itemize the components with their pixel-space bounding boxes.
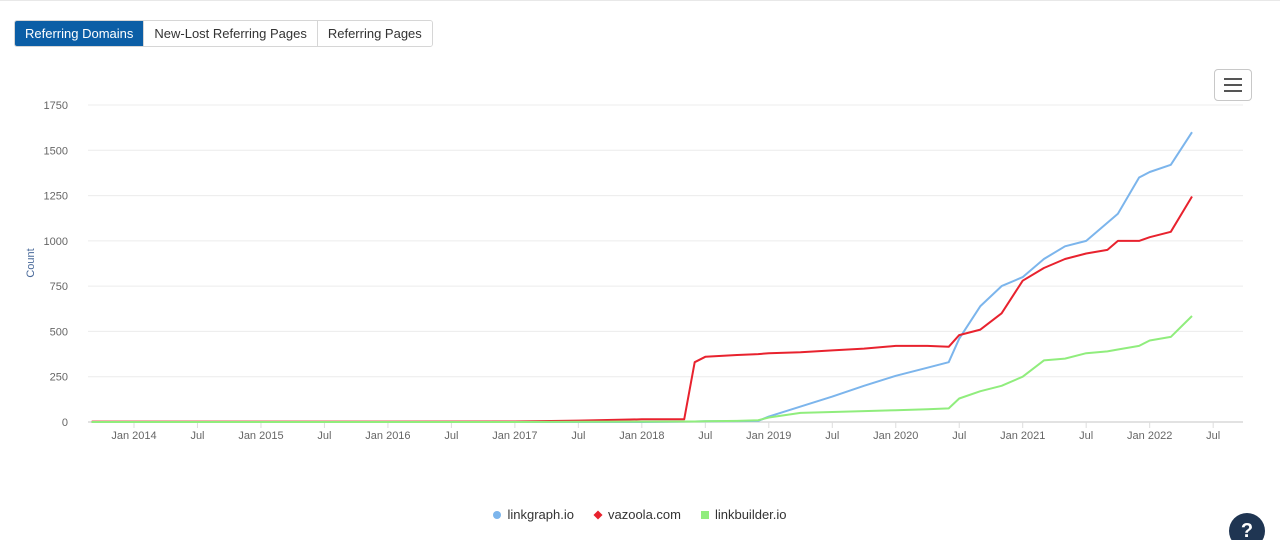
hamburger-menu-icon-bar — [1224, 90, 1242, 92]
y-tick-label: 250 — [50, 372, 68, 384]
y-axis-title: Count — [25, 248, 37, 277]
y-tick-label: 0 — [62, 417, 68, 429]
x-tick-label: Jul — [317, 430, 331, 442]
x-tick-label: Jan 2016 — [365, 430, 410, 442]
tab-new-lost-referring-pages[interactable]: New-Lost Referring Pages — [143, 21, 317, 46]
legend-item-linkgraph-io[interactable]: linkgraph.io — [493, 507, 574, 522]
x-tick-label: Jul — [190, 430, 204, 442]
tab-referring-pages[interactable]: Referring Pages — [316, 21, 432, 46]
x-tick-label: Jul — [1206, 430, 1220, 442]
top-divider — [0, 0, 1280, 1]
help-button[interactable]: ? — [1229, 513, 1265, 540]
legend-label: linkbuilder.io — [714, 507, 787, 522]
y-tick-label: 1250 — [44, 191, 68, 203]
square-marker-icon — [700, 510, 709, 519]
chart-legend: linkgraph.io vazoola.com linkbuilder.io — [0, 507, 1280, 522]
y-tick-label: 1000 — [44, 236, 68, 248]
y-axis: 0 250 500 750 1000 1250 1500 1750 — [44, 100, 68, 429]
x-tick-label: Jul — [571, 430, 585, 442]
legend-item-vazoola-com[interactable]: vazoola.com — [593, 507, 681, 522]
series-line-linkbuilder-io[interactable] — [91, 315, 1193, 423]
x-tick-label: Jan 2022 — [1127, 430, 1172, 442]
y-tick-label: 500 — [50, 326, 68, 338]
x-tick-label: Jan 2017 — [492, 430, 537, 442]
x-tick-label: Jan 2014 — [111, 430, 156, 442]
diamond-marker-icon — [593, 509, 603, 520]
chart-series — [91, 131, 1193, 423]
tab-referring-domains[interactable]: Referring Domains — [15, 21, 144, 46]
x-tick-label: Jan 2018 — [619, 430, 664, 442]
x-tick-label: Jul — [1079, 430, 1093, 442]
x-tick-label: Jan 2019 — [746, 430, 791, 442]
series-line-vazoola-com[interactable] — [91, 195, 1193, 423]
x-axis: Jan 2014 Jul Jan 2015 Jul Jan 2016 Jul Jan 201… — [111, 422, 1220, 442]
x-tick-label: Jan 2015 — [238, 430, 283, 442]
legend-label: vazoola.com — [607, 507, 681, 522]
legend-item-linkbuilder-io[interactable]: linkbuilder.io — [700, 507, 787, 522]
y-tick-label: 750 — [50, 281, 68, 293]
x-tick-label: Jan 2020 — [873, 430, 918, 442]
y-tick-label: 1750 — [44, 100, 68, 112]
x-tick-label: Jul — [444, 430, 458, 442]
hamburger-menu-icon — [1224, 78, 1242, 80]
x-tick-label: Jul — [825, 430, 839, 442]
view-tabs: Referring Domains New-Lost Referring Pag… — [14, 20, 433, 47]
legend-label: linkgraph.io — [507, 507, 574, 522]
circle-marker-icon — [493, 510, 502, 519]
y-tick-label: 1500 — [44, 145, 68, 157]
chart-menu-button[interactable] — [1214, 69, 1252, 101]
x-tick-label: Jan 2021 — [1000, 430, 1045, 442]
x-tick-label: Jul — [698, 430, 712, 442]
hamburger-menu-icon-bar — [1224, 84, 1242, 86]
chart-gridlines — [88, 104, 1243, 423]
x-tick-label: Jul — [952, 430, 966, 442]
